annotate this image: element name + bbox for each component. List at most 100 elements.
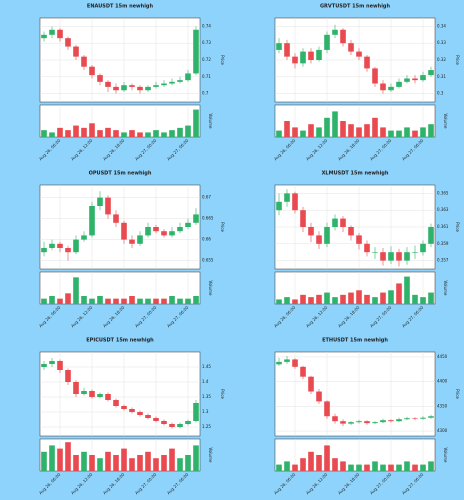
candle-body xyxy=(97,394,103,397)
candle-body xyxy=(404,252,410,261)
candle-body xyxy=(428,416,434,418)
candle-body xyxy=(113,400,119,406)
candle-body xyxy=(145,415,151,418)
y-tick-label: 0.31 xyxy=(437,74,446,79)
y-tick-label: 0.3 xyxy=(437,91,444,96)
candle-body xyxy=(161,231,167,236)
axis-label: Volume xyxy=(443,114,448,129)
y-tick-label: 0.34 xyxy=(437,23,446,28)
candle-body xyxy=(332,29,338,35)
volume-bar xyxy=(364,124,370,137)
volume-bar xyxy=(428,124,434,137)
candle-body xyxy=(129,239,135,244)
candle-body xyxy=(276,361,282,365)
y-tick-label: 1.45 xyxy=(202,364,211,369)
x-tick-label: Aug 26, 18:00 xyxy=(337,138,361,162)
x-tick-label: Aug 26, 06:00 xyxy=(38,138,62,162)
y-tick-label: 1.4 xyxy=(202,379,209,384)
volume-bar xyxy=(420,297,426,304)
volume-bar xyxy=(57,127,63,137)
volume-bar xyxy=(316,294,322,304)
volume-bar xyxy=(292,464,298,471)
volume-panel xyxy=(274,271,436,305)
volume-bar xyxy=(129,458,135,471)
x-tick-label: Aug 26, 12:00 xyxy=(305,138,329,162)
volume-bar xyxy=(153,298,159,304)
candle-body xyxy=(65,370,71,382)
candle-body xyxy=(89,66,95,76)
price-panel xyxy=(39,351,201,437)
candle-body xyxy=(404,418,410,420)
candle-body xyxy=(57,361,63,370)
candle-body xyxy=(81,391,87,394)
candle-body xyxy=(420,417,426,419)
volume-bar xyxy=(396,283,402,304)
x-tick-label: Aug 27, 06:00 xyxy=(166,472,190,496)
candle-body xyxy=(137,86,143,91)
axis-label: Price xyxy=(220,389,225,399)
candle-body xyxy=(316,49,322,60)
volume-bar xyxy=(153,130,159,137)
volume-bar xyxy=(121,448,127,471)
volume-bar xyxy=(276,464,282,471)
candle-body xyxy=(372,68,378,84)
x-tick-label: Aug 27, 00:00 xyxy=(134,305,158,329)
candle-body xyxy=(49,29,55,35)
volume-bar xyxy=(284,461,290,471)
volume-bar xyxy=(49,132,55,137)
volume-bar xyxy=(169,296,175,304)
candle-body xyxy=(276,201,282,211)
volume-bar xyxy=(89,123,95,137)
candle-body xyxy=(81,56,87,67)
candle-body xyxy=(284,359,290,362)
candle-body xyxy=(193,214,199,223)
volume-bar xyxy=(49,296,55,304)
candle-body xyxy=(348,422,354,424)
volume-bar xyxy=(153,458,159,471)
candle-body xyxy=(340,29,346,44)
x-tick-label: Aug 26, 18:00 xyxy=(102,305,126,329)
y-tick-label: 1.3 xyxy=(202,409,209,414)
volume-bar xyxy=(388,290,394,304)
candle-body xyxy=(185,73,191,81)
axis-label: Price xyxy=(455,222,460,232)
price-panel xyxy=(274,351,436,437)
candle-body xyxy=(276,43,282,50)
candle-body xyxy=(364,56,370,69)
candle-body xyxy=(169,424,175,427)
volume-bar xyxy=(137,455,143,471)
volume-bar xyxy=(308,297,314,304)
candle-body xyxy=(57,29,63,39)
x-tick-label: Aug 27, 00:00 xyxy=(369,138,393,162)
volume-bar xyxy=(300,458,306,471)
volume-bar xyxy=(49,445,55,471)
volume-bar xyxy=(404,127,410,137)
candle-body xyxy=(105,81,111,87)
axis-label: Price xyxy=(220,55,225,65)
volume-bar xyxy=(105,298,111,304)
volume-bar xyxy=(284,297,290,304)
candle-body xyxy=(332,416,338,422)
candle-body xyxy=(292,359,298,367)
volume-bar xyxy=(41,451,47,471)
volume-bar xyxy=(145,451,151,471)
chart-title: OPUSDT 15m newhigh xyxy=(89,171,152,177)
volume-bar xyxy=(169,448,175,471)
candle-body xyxy=(65,38,71,47)
x-tick-label: Aug 26, 06:00 xyxy=(273,138,297,162)
axis-label: Volume xyxy=(443,448,448,463)
volume-bar xyxy=(73,125,79,137)
volume-bar xyxy=(332,111,338,137)
candle-body xyxy=(364,421,370,424)
volume-bar xyxy=(81,296,87,304)
candle-body xyxy=(316,391,322,402)
candle-body xyxy=(404,78,410,82)
x-tick-label: Aug 27, 00:00 xyxy=(134,472,158,496)
volume-bar xyxy=(324,117,330,137)
candle-body xyxy=(41,248,47,253)
x-tick-label: Aug 27, 06:00 xyxy=(401,138,425,162)
volume-bar xyxy=(388,130,394,137)
volume-bar xyxy=(177,298,183,304)
volume-bar xyxy=(340,121,346,137)
volume-bar xyxy=(169,130,175,137)
